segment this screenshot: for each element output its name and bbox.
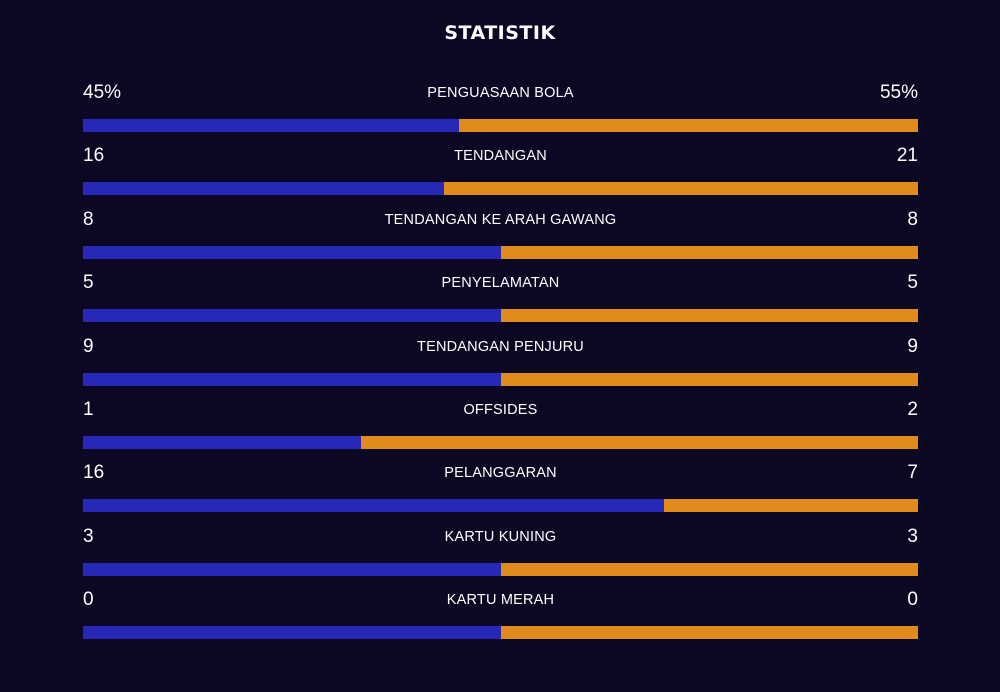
stat-row: 5 PENYELAMATAN 5 [83, 272, 918, 335]
home-value: 3 [83, 525, 94, 547]
away-value: 21 [896, 145, 918, 167]
stat-label: PELANGGARAN [444, 465, 557, 482]
away-bar-segment [500, 372, 918, 386]
away-bar-segment [500, 309, 918, 323]
away-bar-segment [458, 119, 918, 132]
home-bar-segment [83, 499, 664, 513]
stat-row: 1 OFFSIDES 2 [83, 399, 918, 462]
comparison-bar [83, 499, 918, 513]
stat-row-header: 45% PENGUASAAN BOLA 55% [83, 82, 918, 104]
comparison-bar [83, 309, 918, 323]
away-value: 55% [879, 82, 918, 103]
away-value: 7 [907, 462, 918, 484]
home-value: 8 [83, 208, 94, 230]
stat-label: OFFSIDES [463, 401, 538, 418]
comparison-bar [83, 372, 918, 386]
home-bar-segment [83, 562, 501, 576]
away-bar-segment [500, 562, 918, 576]
away-value: 8 [907, 208, 918, 230]
home-value: 5 [83, 272, 94, 294]
stat-label: KARTU KUNING [444, 528, 557, 545]
comparison-bar [83, 435, 918, 449]
home-bar-segment [83, 372, 501, 386]
home-value: 1 [83, 398, 94, 420]
comparison-bar [83, 626, 918, 640]
home-value: 16 [83, 145, 105, 167]
home-bar-segment [83, 182, 445, 196]
home-bar-segment [83, 119, 459, 132]
away-bar-segment [500, 626, 918, 640]
home-value: 45% [83, 82, 122, 103]
away-bar-segment [444, 182, 918, 196]
stat-row: 8 TENDANGAN KE ARAH GAWANG 8 [83, 209, 918, 272]
comparison-bar [83, 182, 918, 196]
stat-row-header: 0 KARTU MERAH 0 [83, 589, 918, 611]
stat-row-header: 1 OFFSIDES 2 [83, 399, 918, 421]
comparison-bar [83, 119, 918, 132]
stat-label: TENDANGAN PENJURU [417, 338, 584, 355]
stat-row: 3 KARTU KUNING 3 [83, 526, 918, 589]
home-bar-segment [83, 626, 501, 640]
stat-row-header: 9 TENDANGAN PENJURU 9 [83, 336, 918, 358]
away-bar-segment [663, 499, 918, 513]
stat-row-header: 8 TENDANGAN KE ARAH GAWANG 8 [83, 209, 918, 231]
stat-row-header: 16 TENDANGAN 21 [83, 145, 918, 167]
stat-label: PENGUASAAN BOLA [427, 85, 574, 101]
stat-label: PENYELAMATAN [441, 275, 560, 292]
stat-row: 0 KARTU MERAH 0 [83, 589, 918, 652]
home-value: 9 [83, 335, 94, 357]
stat-label: TENDANGAN KE ARAH GAWANG [384, 211, 617, 228]
comparison-bar [83, 245, 918, 259]
home-value: 0 [83, 589, 94, 611]
away-value: 5 [907, 272, 918, 294]
away-bar-segment [361, 435, 918, 449]
away-value: 9 [907, 335, 918, 357]
away-value: 0 [907, 589, 918, 611]
away-value: 3 [907, 525, 918, 547]
stat-row-header: 3 KARTU KUNING 3 [83, 526, 918, 548]
stat-row-header: 5 PENYELAMATAN 5 [83, 272, 918, 294]
away-bar-segment [500, 245, 918, 259]
home-bar-segment [83, 309, 501, 323]
stats-title: STATISTIK [444, 22, 556, 44]
home-bar-segment [83, 245, 501, 259]
home-value: 16 [83, 462, 105, 484]
stats-list: 45% PENGUASAAN BOLA 55% 16 TENDANGAN 21 8 TENDA… [83, 82, 918, 653]
away-value: 2 [907, 398, 918, 420]
stat-row: 45% PENGUASAAN BOLA 55% [83, 82, 918, 145]
home-bar-segment [83, 435, 362, 449]
stat-label: TENDANGAN [454, 148, 547, 165]
stat-row: 16 TENDANGAN 21 [83, 145, 918, 208]
stat-row: 9 TENDANGAN PENJURU 9 [83, 336, 918, 399]
comparison-bar [83, 562, 918, 576]
stat-label: KARTU MERAH [446, 592, 555, 609]
stat-row-header: 16 PELANGGARAN 7 [83, 462, 918, 484]
stat-row: 16 PELANGGARAN 7 [83, 462, 918, 525]
